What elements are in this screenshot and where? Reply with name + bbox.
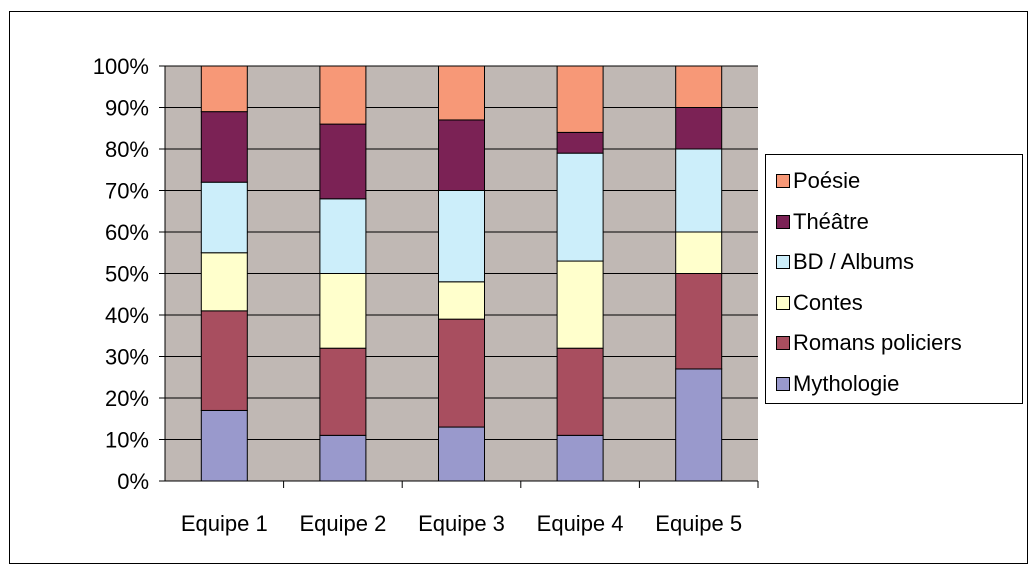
bar-segment — [675, 231, 723, 274]
bar-segment — [319, 434, 367, 482]
bar-segment — [319, 347, 367, 436]
legend-label: Contes — [793, 289, 863, 315]
y-tick-label: 50% — [105, 262, 149, 287]
legend-item-mythologie: Mythologie — [766, 364, 1022, 405]
y-tick-label: 20% — [105, 386, 149, 411]
bar-segment — [675, 368, 723, 482]
bar-segment — [675, 65, 723, 108]
legend-item-contes: Contes — [766, 283, 1022, 324]
bar-segment — [556, 260, 604, 349]
x-tick-label: Equipe 2 — [299, 511, 386, 536]
legend-swatch — [776, 295, 790, 310]
legend-label: Poésie — [793, 168, 861, 194]
legend-label: Théâtre — [793, 208, 869, 234]
legend-swatch — [776, 174, 790, 189]
bar-segment — [200, 111, 248, 183]
bar-segment — [200, 252, 248, 312]
x-tick-label: Equipe 5 — [655, 511, 742, 536]
bar-segment — [675, 273, 723, 370]
legend-swatch — [776, 255, 790, 270]
axes — [159, 65, 759, 488]
bar-segment — [200, 310, 248, 411]
y-tick-label: 60% — [105, 220, 149, 245]
bar-segment — [319, 198, 367, 274]
y-tick-label: 40% — [105, 303, 149, 328]
bar-segment — [556, 152, 604, 262]
legend-label: BD / Albums — [793, 249, 915, 275]
x-tick-label: Equipe 1 — [181, 511, 268, 536]
bar-segment — [556, 434, 604, 482]
bar-segment — [319, 65, 367, 125]
legend-item-bd-albums: BD / Albums — [766, 242, 1022, 283]
y-axis-labels: 0% 10% 20% 30% 40% 50% 60% 70% 80% 90% 100% — [93, 54, 149, 494]
legend-item-romans-policiers: Romans policiers — [766, 323, 1022, 364]
y-tick-label: 100% — [93, 54, 149, 79]
bar-segment — [556, 131, 604, 154]
y-tick-label: 0% — [117, 469, 149, 494]
legend: Poésie Théâtre BD / Albums Contes Romans… — [765, 154, 1023, 404]
bar-segment — [438, 190, 485, 283]
legend-swatch — [776, 336, 790, 351]
bar-segment — [556, 347, 604, 436]
bar-segment — [200, 65, 248, 113]
x-axis-labels: Equipe 1 Equipe 2 Equipe 3 Equipe 4 Equipe 5 — [181, 511, 742, 536]
bar-segment — [675, 148, 723, 233]
y-tick-label: 80% — [105, 137, 149, 162]
bar-segment — [556, 65, 604, 133]
bars — [200, 65, 723, 482]
legend-item-poesie: Poésie — [766, 161, 1022, 202]
bar-segment — [200, 181, 248, 254]
bar-segment — [319, 123, 367, 200]
y-tick-label: 10% — [105, 428, 149, 453]
legend-item-theatre: Théâtre — [766, 202, 1022, 243]
bar-segment — [438, 65, 485, 121]
y-tick-label: 30% — [105, 345, 149, 370]
bar-segment — [675, 107, 723, 150]
legend-label: Romans policiers — [793, 330, 962, 356]
bar-segment — [438, 426, 485, 482]
bar-segment — [438, 318, 485, 428]
bar-segment — [438, 281, 485, 320]
bar-segment — [200, 409, 248, 482]
bar-segment — [438, 119, 485, 191]
x-tick-label: Equipe 4 — [537, 511, 624, 536]
legend-swatch — [776, 214, 790, 229]
legend-swatch — [776, 376, 790, 391]
x-tick-label: Equipe 3 — [418, 511, 505, 536]
bar-segment — [319, 273, 367, 349]
y-tick-label: 90% — [105, 96, 149, 121]
legend-label: Mythologie — [793, 370, 900, 396]
y-tick-label: 70% — [105, 179, 149, 204]
